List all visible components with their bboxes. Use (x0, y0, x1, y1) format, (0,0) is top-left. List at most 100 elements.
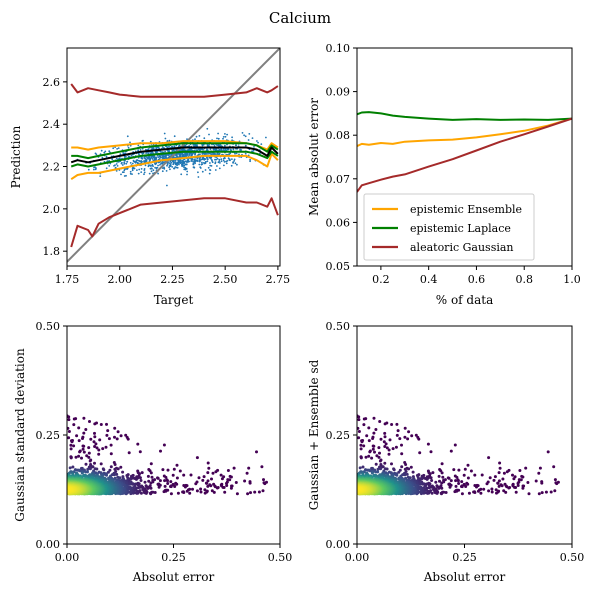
scatter-point (87, 455, 91, 459)
x-tick-label: 2.50 (213, 273, 238, 286)
scatter-point (224, 133, 226, 135)
scatter-point (77, 439, 81, 443)
scatter-point (117, 147, 120, 150)
scatter-point (87, 168, 90, 171)
scatter-point (150, 170, 153, 173)
scatter-point (109, 465, 113, 469)
scatter-point (218, 158, 221, 161)
axis-ticks: 0.00 0.25 0.500.000.250.50 (36, 320, 293, 564)
scatter-point (417, 437, 421, 441)
scatter-point (256, 140, 258, 142)
scatter-point (448, 485, 452, 489)
scatter-point (490, 490, 494, 494)
scatter-point (206, 484, 210, 488)
scatter-point (233, 158, 236, 161)
scatter-point (139, 149, 142, 151)
scatter-point (141, 157, 144, 160)
scatter-point (453, 474, 457, 478)
scatter-point (226, 148, 229, 151)
scatter-point (253, 490, 257, 494)
y-tick-label: 2.4 (43, 118, 61, 131)
scatter-point (67, 426, 70, 430)
scatter-point (126, 437, 130, 441)
scatter-point (487, 489, 491, 493)
scatter-point (93, 431, 96, 435)
scatter-point (226, 478, 230, 482)
scatter-point (248, 133, 251, 135)
x-tick-label: 0.6 (468, 273, 486, 286)
epistemic-laplace-line (357, 111, 572, 121)
scatter-point (148, 172, 151, 175)
scatter-point (194, 153, 196, 156)
scatter-point (217, 137, 220, 140)
y-tick-label: 1.8 (43, 245, 61, 258)
scatter-point (210, 153, 213, 156)
scatter-point (440, 471, 444, 475)
scatter-point (246, 492, 250, 496)
scatter-point (196, 144, 198, 146)
scatter-point (153, 491, 157, 494)
y-tick-label: 2.6 (43, 76, 61, 89)
gaussian-upper-line (70, 83, 279, 98)
scatter-point (85, 454, 89, 458)
scatter-point (97, 448, 101, 452)
panel-mae-vs-data-fraction: 0.2 0.4 0.6 0.8 1.00.050.060.070.080.090.10 … (307, 42, 581, 307)
scatter-point (137, 144, 140, 147)
scatter-point (74, 455, 78, 459)
scatter-point (116, 165, 119, 167)
scatter-point (173, 167, 176, 170)
scatter-point (227, 157, 230, 160)
scatter-point (240, 149, 243, 151)
scatter-point (203, 137, 206, 140)
scatter-point (527, 492, 531, 496)
scatter-point (143, 480, 147, 484)
scatter-point (104, 445, 108, 449)
scatter-point (203, 491, 207, 495)
scatter-point (439, 491, 443, 495)
scatter-point (210, 477, 213, 481)
scatter-point (67, 415, 71, 419)
scatter-point (511, 483, 515, 487)
laplace-lower-line (70, 150, 279, 168)
scatter-point (225, 162, 228, 165)
scatter-point (516, 484, 520, 487)
scatter-point (135, 159, 138, 162)
scatter-point (225, 484, 229, 487)
scatter-point (249, 158, 252, 161)
scatter-point (81, 437, 84, 440)
scatter-point (159, 449, 162, 453)
scatter-point (229, 152, 232, 155)
scatter-point (378, 459, 382, 463)
scatter-point (194, 138, 196, 141)
scatter-point (220, 477, 224, 481)
scatter-point (219, 144, 222, 146)
scatter-point (398, 437, 402, 441)
x-tick-label: 1.0 (563, 273, 581, 286)
scatter-point (462, 473, 466, 477)
scatter-point (116, 148, 118, 150)
scatter-point (148, 491, 152, 495)
scatter-point (180, 173, 183, 176)
scatter-point (163, 479, 167, 483)
scatter-point (124, 156, 127, 158)
scatter-point (124, 433, 128, 437)
panel-gaussian-sd-vs-error: 0.00 0.25 0.500.000.250.50 Absolut error G… (13, 320, 292, 584)
scatter-point (169, 485, 172, 488)
scatter-point (210, 489, 214, 493)
scatter-point (195, 135, 198, 138)
scatter-point (441, 475, 445, 479)
scatter-point (108, 165, 111, 167)
scatter-point (161, 162, 163, 165)
scatter-point (241, 132, 244, 134)
scatter-point (192, 144, 195, 146)
scatter-point (230, 484, 233, 488)
scatter-point (120, 173, 122, 176)
scatter-point (238, 153, 240, 156)
scatter-point (383, 431, 387, 435)
scatter-point (169, 163, 172, 166)
scatter-point (166, 164, 168, 167)
scatter-point (100, 149, 103, 152)
scatter-point (403, 426, 407, 430)
scatter-point (255, 450, 258, 454)
scatter-point (359, 456, 363, 460)
